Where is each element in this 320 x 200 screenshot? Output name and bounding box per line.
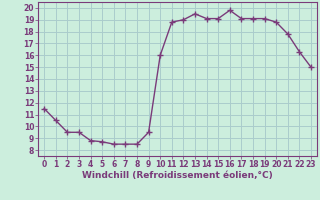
X-axis label: Windchill (Refroidissement éolien,°C): Windchill (Refroidissement éolien,°C) <box>82 171 273 180</box>
